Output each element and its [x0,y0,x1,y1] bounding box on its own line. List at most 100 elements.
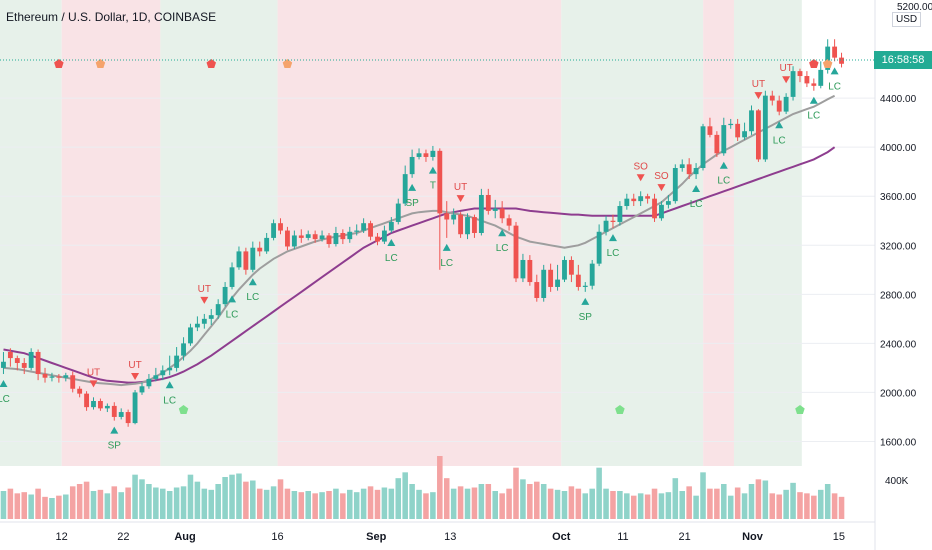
volume-bar [727,495,734,519]
candle [714,131,720,157]
candle-body [35,351,41,375]
candle [769,90,775,106]
candle [575,264,581,291]
signal-label: LC [773,135,786,146]
time-tick-label: 12 [56,531,68,543]
candle-body [42,374,48,378]
candle-body [285,230,290,247]
candle-body [589,263,595,286]
signal-label: SP [108,441,122,452]
buy-arrow-icon [408,183,417,191]
price-tick-label: 2000.00 [880,388,917,399]
signal-label: UT [128,360,141,371]
candle-body [49,376,55,378]
volume-bar [284,488,291,519]
candle-body [665,201,671,205]
currency-label[interactable]: USD [892,12,922,27]
volume-bar [49,498,55,519]
candle [208,309,214,325]
candle-body [444,213,450,220]
candle-body [361,223,367,231]
volume-bar [35,488,41,519]
volume-bar [540,484,547,519]
volume-bar [637,493,644,519]
volume-bar [298,492,305,519]
candle-body [271,223,277,238]
candle-body [368,223,373,237]
candle-body [485,194,491,211]
candle [201,313,207,329]
pentagon-icon [615,405,625,414]
candle-body [70,375,76,389]
candle [568,256,574,283]
candle [278,218,283,235]
volume-bar [236,473,242,519]
candle-body [631,198,637,202]
candle [77,386,83,398]
candle-body [714,134,720,154]
candle [326,233,332,248]
candle-body [222,286,228,305]
candle-body [111,405,117,417]
candle [181,337,186,361]
volume-bar [603,488,609,519]
candle-body [381,230,387,242]
candle-body [153,375,159,379]
price-tick-label: 2800.00 [880,290,917,301]
volume-bar [624,493,630,519]
candle-body [458,214,464,235]
volume-bar [374,489,381,519]
volume-bar [755,479,762,519]
candle [735,118,741,142]
signal-label: SP [579,312,593,323]
regime-band [0,0,62,466]
candle [617,201,623,226]
signal-label: SO [654,171,669,182]
candle-body [672,168,678,202]
candle-body [430,150,436,157]
signal-label: UT [454,182,467,193]
price-axis[interactable]: 5200.00 4400.00 4000.00 3600.00 3200.00 2800.… [874,0,932,550]
candle [721,117,727,156]
candle-body [638,196,644,202]
volume-bar [672,478,679,519]
candle [825,39,831,74]
time-axis[interactable]: 12 22 Aug 16 Sep 13 Oct 11 21 Nov 15 [0,521,875,543]
volume-bar [381,487,388,519]
sell-arrow-icon [89,380,98,388]
candle-body [472,217,477,233]
volume-bar [527,484,533,519]
regime-band [703,0,734,466]
candle-body [617,206,623,222]
candle [686,158,692,180]
candle [811,78,817,91]
candle-body [125,412,131,424]
volume-bar [277,479,284,519]
candle [790,66,796,101]
signal-label: LC [163,395,176,406]
volume-bar [575,488,582,519]
buy-arrow-icon [581,297,590,305]
volume-bar [28,494,34,519]
volume-bar [734,487,741,519]
pentagon-icon [178,405,189,414]
candle [160,365,166,381]
candle-body [7,351,13,359]
candle [361,218,367,233]
candle [340,229,346,245]
volume-bar [464,488,471,519]
candle [354,224,360,236]
candle-body [194,323,200,328]
candle-body [527,259,533,283]
candle-body [340,233,346,240]
volume-bar [443,478,450,519]
candle [104,403,110,413]
candle [333,226,339,247]
candle [111,402,117,421]
candle-body [818,69,824,86]
volume-bar [506,488,512,519]
candle-body [375,236,380,242]
sell-arrow-icon [782,76,791,84]
candle [125,409,131,427]
